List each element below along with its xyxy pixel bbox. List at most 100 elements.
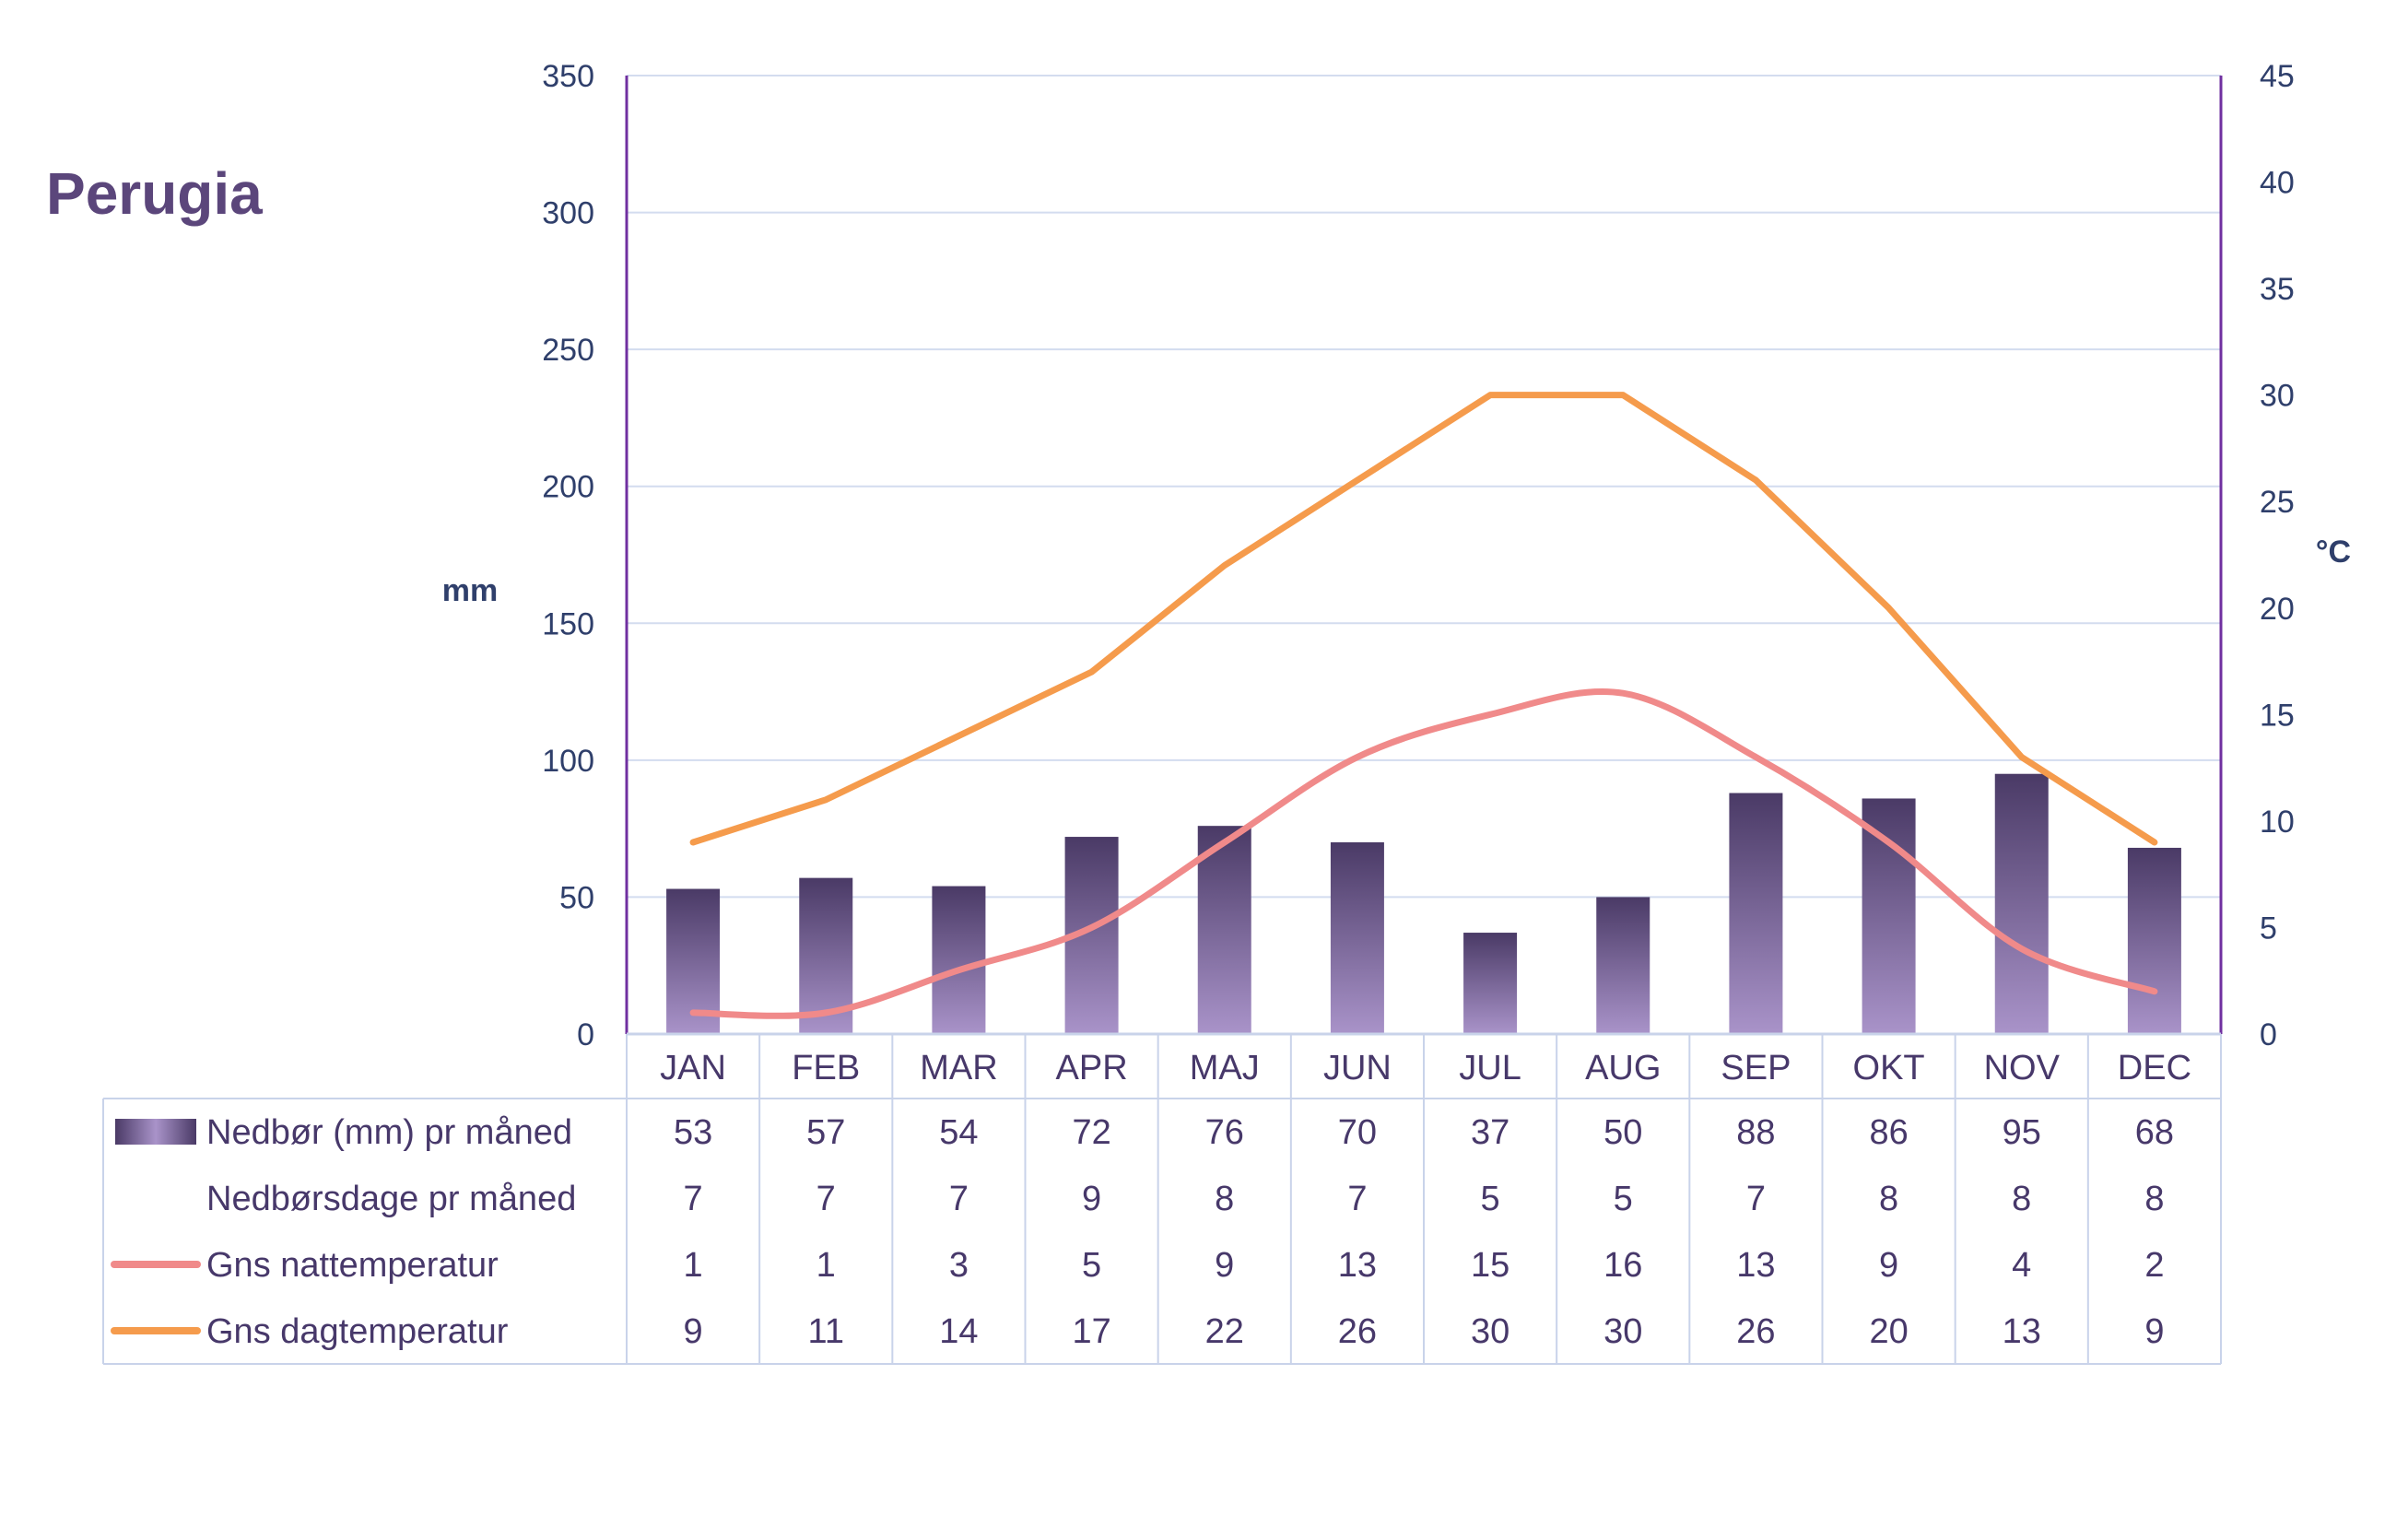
table-cell: 30	[1603, 1312, 1642, 1351]
table-cell: 11	[808, 1312, 844, 1351]
y-tick-left-250: 250	[542, 333, 594, 368]
x-tick-sep: SEP	[1721, 1049, 1791, 1087]
y-tick-right-25: 25	[2260, 485, 2295, 520]
y-tick-right-15: 15	[2260, 698, 2295, 733]
table-cell: 1	[816, 1246, 836, 1285]
table-cell: 9	[684, 1312, 703, 1351]
table-cell: 7	[816, 1180, 836, 1218]
bar-jul	[1463, 933, 1518, 1034]
table-cell: 9	[1879, 1246, 1898, 1285]
table-cell: 2	[2144, 1246, 2164, 1285]
x-tick-mar: MAR	[920, 1049, 997, 1087]
table-cell: 8	[1879, 1180, 1898, 1218]
x-tick-aug: AUG	[1585, 1049, 1661, 1087]
table-cell: 76	[1205, 1113, 1244, 1152]
table-cell: 8	[1215, 1180, 1234, 1218]
table-cell: 88	[1736, 1113, 1775, 1152]
y-tick-left-150: 150	[542, 606, 594, 641]
table-cell: 86	[1869, 1113, 1908, 1152]
precipitation-bars	[666, 773, 2181, 1034]
table-row-label: Gns nattemperatur	[206, 1246, 499, 1285]
y-tick-right-5: 5	[2260, 911, 2277, 946]
bar-okt	[1862, 798, 1916, 1034]
table-cell: 26	[1736, 1312, 1775, 1351]
table-cell: 7	[684, 1180, 703, 1218]
table-cell: 70	[1338, 1113, 1377, 1152]
x-tick-jan: JAN	[660, 1049, 726, 1087]
table-cell: 17	[1072, 1312, 1110, 1351]
table-cell: 8	[2012, 1180, 2031, 1218]
table-row-label: Gns dagtemperatur	[206, 1312, 509, 1351]
table-cell: 13	[2003, 1312, 2041, 1351]
y-tick-right-35: 35	[2260, 272, 2295, 307]
table-cell: 9	[2144, 1312, 2164, 1351]
table-cell: 95	[2003, 1113, 2041, 1152]
y-tick-left-50: 50	[559, 880, 594, 915]
x-tick-apr: APR	[1056, 1049, 1128, 1087]
y-tick-right-45: 45	[2260, 59, 2295, 94]
night-temperature-line	[689, 687, 2158, 1019]
table-cell: 7	[1347, 1180, 1367, 1218]
table-cell: 26	[1338, 1312, 1377, 1351]
table-cell: 72	[1072, 1113, 1110, 1152]
table-cell: 50	[1603, 1113, 1642, 1152]
y-tick-left-100: 100	[542, 744, 594, 779]
chart-title: Perugia	[46, 160, 263, 227]
table-cell: 54	[939, 1113, 978, 1152]
table-cell: 5	[1481, 1180, 1500, 1218]
table-cell: 68	[2135, 1113, 2174, 1152]
y-tick-left-300: 300	[542, 196, 594, 231]
table-cell: 1	[684, 1246, 703, 1285]
x-tick-dec: DEC	[2118, 1049, 2191, 1087]
y-tick-left-0: 0	[577, 1017, 594, 1052]
table-cell: 57	[806, 1113, 845, 1152]
table-cell: 5	[1082, 1246, 1101, 1285]
y-tick-right-30: 30	[2260, 379, 2295, 414]
y-tick-right-0: 0	[2260, 1017, 2277, 1052]
data-table: JAN FEB MAR APR MAJ JUN JUL AUG SEP OKT NOV DEC Nedb…	[102, 1034, 2222, 1365]
table-cell: 13	[1736, 1246, 1775, 1285]
table-cell: 37	[1471, 1113, 1509, 1152]
table-cell: 9	[1215, 1246, 1234, 1285]
table-cell: 5	[1614, 1180, 1633, 1218]
bar-maj	[1197, 826, 1251, 1034]
y-tick-left-350: 350	[542, 59, 594, 94]
y-tick-left-200: 200	[542, 470, 594, 505]
day-temperature-line	[689, 392, 2158, 846]
table-cell: 3	[949, 1246, 969, 1285]
y-axis-label-left: mm	[442, 573, 498, 608]
bar-sep	[1729, 793, 1783, 1034]
bar-aug	[1596, 897, 1650, 1034]
table-cell: 53	[674, 1113, 712, 1152]
table-row-label: Nedbørsdage pr måned	[206, 1180, 576, 1218]
table-cell: 9	[1082, 1180, 1101, 1218]
x-tick-okt: OKT	[1853, 1049, 1925, 1087]
table-cell: 13	[1338, 1246, 1377, 1285]
x-tick-feb: FEB	[792, 1049, 860, 1087]
table-cell: 30	[1471, 1312, 1509, 1351]
table-cell: 20	[1869, 1312, 1908, 1351]
table-cell: 16	[1603, 1246, 1642, 1285]
y-tick-right-40: 40	[2260, 166, 2295, 201]
temperature-lines	[689, 392, 2158, 1019]
x-tick-nov: NOV	[1984, 1049, 2061, 1087]
bar-mar	[932, 886, 986, 1034]
bar-nov	[1994, 773, 2049, 1034]
bar-jun	[1330, 842, 1384, 1034]
table-row-label: Nedbør (mm) pr måned	[206, 1113, 572, 1152]
table-cell: 14	[939, 1312, 978, 1351]
y-axis-label-right: °C	[2316, 535, 2351, 570]
table-cell: 4	[2012, 1246, 2031, 1285]
table-cell: 15	[1471, 1246, 1509, 1285]
y-tick-right-10: 10	[2260, 805, 2295, 840]
table-cell: 7	[1746, 1180, 1766, 1218]
x-tick-maj: MAJ	[1190, 1049, 1260, 1087]
x-tick-jun: JUN	[1323, 1049, 1392, 1087]
gridlines	[627, 75, 2221, 899]
legend-key-precipitation	[115, 1119, 196, 1145]
x-tick-jul: JUL	[1459, 1049, 1521, 1087]
bar-dec	[2127, 847, 2181, 1034]
table-cell: 22	[1205, 1312, 1244, 1351]
